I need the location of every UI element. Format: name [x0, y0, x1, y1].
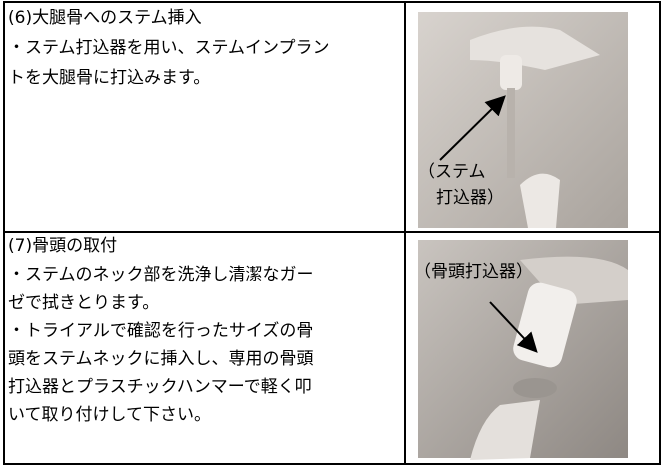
body-line: ・トライアルで確認を行ったサイズの骨: [8, 321, 313, 341]
body-line: ・ステムのネック部を洗浄し清潔なガー: [8, 265, 314, 285]
section-heading: (7)骨頭の取付: [8, 236, 117, 256]
photo-label: 打込器）: [436, 188, 504, 208]
section-heading: (6)大腿骨へのステム挿入: [8, 8, 202, 28]
body-line: トを大腿骨に打込みます。: [8, 68, 210, 88]
photo-head-impaction: [418, 240, 628, 460]
photo-stem-impaction: [418, 12, 628, 228]
body-line: ゼで拭きとります。: [8, 293, 159, 313]
body-line: いて取り付けして下さい。: [8, 405, 211, 425]
body-line: 打込器とプラスチックハンマーで軽く叩: [8, 377, 312, 397]
body-line: ・ステム打込器を用い、ステムインプラン: [8, 38, 329, 58]
photo-label: （骨頭打込器）: [414, 262, 533, 282]
body-line: 頭をステムネックに挿入し、専用の骨頭: [8, 349, 314, 369]
photo-label: （ステム: [418, 162, 486, 182]
